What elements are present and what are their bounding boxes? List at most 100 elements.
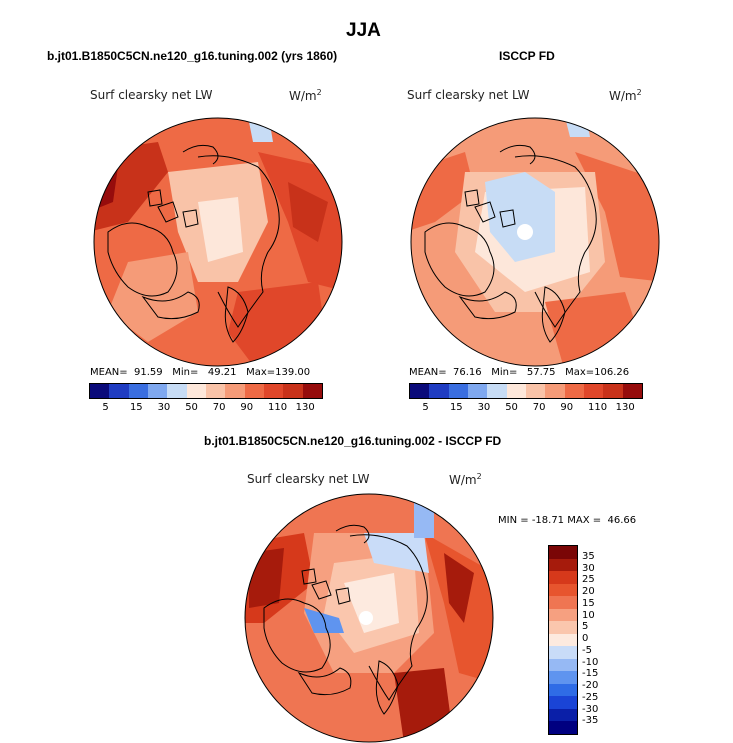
colorbar-swatch [549,571,577,584]
colorbar-tick-label: 70 [532,402,546,413]
colorbar-swatch [167,384,187,398]
colorbar-tick-label: 15 [129,402,143,413]
colorbar-tick-label: 5 [422,402,429,413]
colorbar-tick-label: 90 [240,402,254,413]
colorbar-swatch [549,583,577,597]
panel1-coast-scandinavia [224,286,249,343]
panel2-coast-greenland [424,222,495,297]
panel1-coast-alaska [182,144,219,165]
panel3-polar-map [244,493,494,743]
panel2-coast-islands [464,189,516,228]
colorbar-swatch [549,646,577,659]
colorbar-swatch [147,384,168,398]
panel3-coast-alaska [335,524,370,544]
panel2-coast-canada [458,291,517,320]
colorbar-swatch [525,384,546,398]
colorbar-swatch [448,384,468,398]
panel3-coast-islands [301,568,351,605]
panel1-coast-canada [141,291,200,320]
colorbar-swatch [549,621,577,634]
panel3-field-max2 [444,553,474,623]
colorbar-swatch [549,671,577,684]
colorbar-tick-label: 50 [505,402,518,413]
colorbar-swatch [244,384,264,398]
panel2-field-deep2 [575,152,659,282]
panel3-missing-pole [359,611,373,625]
colorbar-tick-label: 90 [560,402,574,413]
panel3-colorbar [548,545,578,735]
colorbar-tick-label: 10 [582,609,595,621]
panel2-polar-map [410,117,660,367]
colorbar-swatch [564,384,584,398]
colorbar-swatch [225,384,245,398]
colorbar-tick-label: -35 [582,715,599,727]
colorbar-tick-label: 5 [102,402,109,413]
panel1-colorbar-ticks: 5 15 30 50 70 90 110 130 [89,402,321,416]
colorbar-tick-label: 50 [185,402,198,413]
colorbar-swatch [487,384,507,398]
panel2-missing-pole [517,224,533,240]
colorbar-swatch [549,721,577,734]
panel1-field-mid [108,252,198,342]
panel3-coast-greenland [263,598,331,673]
colorbar-swatch [549,708,577,722]
colorbar-tick-label: 130 [615,402,635,413]
colorbar-swatch [109,384,129,398]
colorbar-swatch [545,384,565,398]
colorbar-tick-label: 15 [449,402,463,413]
colorbar-tick-label: 130 [295,402,315,413]
colorbar-tick-label: -30 [582,703,599,715]
colorbar-tick-label: 30 [157,402,171,413]
colorbar-swatch [467,384,488,398]
colorbar-tick-label: 20 [582,586,595,597]
colorbar-swatch [549,608,577,622]
panel3-coast-scandinavia [375,660,399,715]
panel1-variable-label: Surf clearsky net LW [90,88,213,102]
panel2-colorbar-ticks: 5 15 30 50 70 90 110 130 [409,402,641,416]
panel2-title: ISCCP FD [499,49,555,63]
colorbar-swatch [186,384,206,398]
panel2-units-label: W/m2 [609,88,642,103]
panel1-colorbar [89,383,323,399]
colorbar-tick-label: -25 [582,691,599,703]
colorbar-swatch [549,658,577,672]
colorbar-tick-label: 5 [582,621,589,633]
colorbar-swatch [549,596,577,609]
panel3-coast-siberia [349,534,428,701]
colorbar-swatch [128,384,148,398]
colorbar-swatch [622,384,642,398]
colorbar-tick-label: 35 [582,550,595,562]
colorbar-swatch [549,696,577,709]
panel1-stats: MEAN= 91.59 Min= 49.21 Max=139.00 [90,367,311,378]
colorbar-tick-label: 110 [268,402,288,413]
colorbar-swatch [263,384,284,398]
colorbar-swatch [429,384,449,398]
panel3-stats: MIN = -18.71 MAX = 46.66 [498,515,637,526]
colorbar-tick-label: 15 [582,597,595,609]
colorbar-swatch [302,384,322,398]
colorbar-tick-label: 30 [582,562,595,574]
colorbar-swatch [603,384,623,398]
colorbar-swatch [410,384,430,398]
panel1-coast-islands [147,189,199,228]
colorbar-swatch [549,633,577,647]
colorbar-swatch [549,546,577,559]
colorbar-tick-label: -10 [582,656,599,668]
panel3-coast-canada [297,667,352,696]
colorbar-tick-label: -15 [582,668,599,680]
panel2-variable-label: Surf clearsky net LW [407,88,530,102]
colorbar-swatch [549,683,577,697]
colorbar-swatch [549,558,577,572]
colorbar-tick-label: 25 [582,574,595,586]
panel3-field-zero [344,573,399,633]
colorbar-tick-label: 110 [588,402,608,413]
panel3-units-label: W/m2 [449,472,482,487]
panel1-field-deep3 [288,182,328,242]
panel2-coast-scandinavia [541,286,566,343]
colorbar-tick-label: 30 [477,402,491,413]
page-title: JJA [346,20,381,41]
panel2-coast-alaska [499,144,536,165]
panel3-field-max [249,548,284,608]
panel2-coast-siberia [514,155,597,328]
panel3-field-blue [364,533,429,573]
